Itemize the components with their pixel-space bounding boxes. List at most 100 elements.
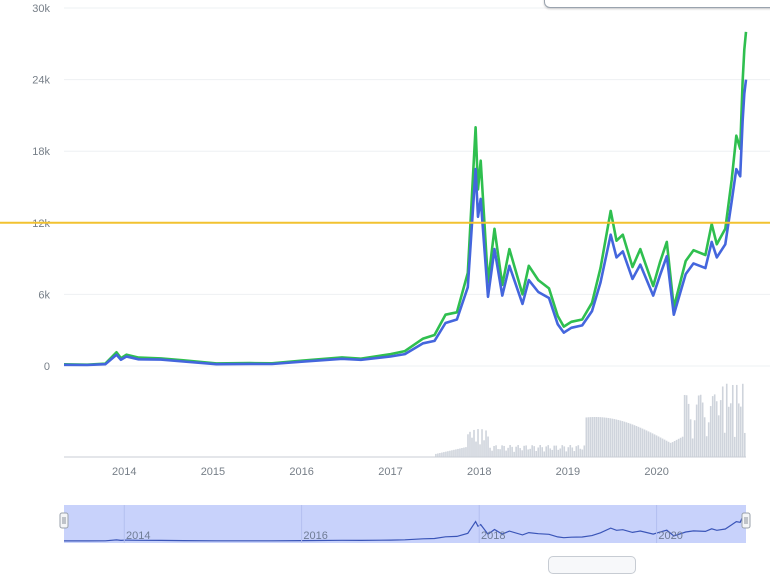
volume-bar <box>679 437 682 457</box>
volume-bar <box>619 420 622 457</box>
volume-bar <box>675 439 678 457</box>
volume-bar <box>581 449 584 457</box>
volume-bar <box>447 451 449 457</box>
volume-bar <box>685 395 688 457</box>
volume-bar <box>439 453 441 457</box>
volume-bar <box>533 446 535 457</box>
volume-bar <box>701 402 704 457</box>
volume-bar <box>531 445 533 457</box>
volume-bar <box>677 438 680 457</box>
volume-bar <box>703 417 706 457</box>
volume-bar <box>553 445 556 457</box>
export-button[interactable] <box>548 556 636 574</box>
volume-bar <box>689 419 692 457</box>
navigator-selection[interactable] <box>64 505 746 543</box>
volume-bar <box>501 445 503 457</box>
volume-bar <box>729 403 732 457</box>
volume-bar <box>711 396 714 457</box>
volume-bars <box>435 383 746 457</box>
volume-bar <box>455 449 457 457</box>
volume-bar <box>569 445 572 457</box>
volume-bar <box>687 403 690 457</box>
volume-bar <box>697 395 700 457</box>
volume-bar <box>655 435 658 457</box>
handle-grip <box>59 512 69 529</box>
volume-bar <box>643 429 646 457</box>
range-selector-box[interactable] <box>544 0 770 8</box>
volume-bar <box>721 386 724 457</box>
range-navigator[interactable]: 2014 2016 2018 2020 <box>59 505 751 543</box>
volume-bar <box>461 448 463 457</box>
navigator-tick-label: 2018 <box>481 530 505 542</box>
volume-bar <box>435 453 437 457</box>
volume-bar <box>709 406 712 457</box>
navigator-tick-label: 2014 <box>126 530 150 542</box>
volume-bar <box>715 401 718 457</box>
volume-bar <box>681 436 684 457</box>
volume-bar <box>549 448 552 457</box>
volume-bar <box>551 449 554 457</box>
navigator-labels: 2014 2016 2018 2020 <box>123 505 683 543</box>
volume-bar <box>621 421 624 457</box>
volume-bar <box>547 445 550 457</box>
volume-bar <box>671 442 674 457</box>
volume-bar <box>657 436 660 457</box>
volume-bar <box>557 449 560 457</box>
volume-bar <box>545 446 548 457</box>
volume-bar <box>535 450 537 457</box>
volume-bar <box>647 431 650 457</box>
volume-bar <box>519 448 521 457</box>
volume-bar <box>473 429 475 457</box>
volume-bar <box>615 419 618 457</box>
volume-bar <box>563 446 566 457</box>
volume-bar <box>587 417 590 457</box>
volume-bar <box>471 437 473 457</box>
volume-bar <box>605 417 608 457</box>
volume-bar <box>733 436 736 457</box>
volume-bar <box>481 429 483 457</box>
volume-bar <box>451 450 453 457</box>
x-axis-labels: 2014 2015 2016 2017 2018 2019 2020 <box>112 466 669 478</box>
volume-bar <box>483 440 485 457</box>
volume-bar <box>573 451 576 457</box>
volume-bar <box>485 430 487 457</box>
volume-bar <box>441 452 443 457</box>
volume-bar <box>487 436 489 457</box>
volume-bar <box>511 446 513 457</box>
x-tick-label: 2019 <box>556 466 580 478</box>
volume-bar <box>521 450 523 457</box>
volume-bar <box>617 419 620 457</box>
volume-bar <box>603 417 606 457</box>
volume-bar <box>599 417 602 457</box>
volume-bar <box>719 400 722 457</box>
volume-bar <box>559 448 562 457</box>
volume-bar <box>631 424 634 457</box>
volume-bar <box>651 433 654 457</box>
volume-bar <box>555 445 558 457</box>
volume-bar <box>717 415 720 457</box>
volume-bar <box>731 384 734 457</box>
volume-bar <box>595 417 598 457</box>
volume-bar <box>463 447 465 457</box>
volume-bar <box>561 445 564 457</box>
volume-bar <box>585 417 588 457</box>
x-tick-label: 2016 <box>289 466 313 478</box>
volume-bar <box>739 406 742 457</box>
navigator-left-handle[interactable] <box>59 512 69 529</box>
volume-bar <box>741 383 744 457</box>
y-axis-labels: 06k12k18k24k30k <box>32 3 50 373</box>
volume-bar <box>493 445 495 457</box>
volume-bar <box>623 421 626 457</box>
volume-bar <box>639 427 642 457</box>
volume-bar <box>541 447 543 457</box>
volume-bar <box>609 418 612 457</box>
navigator-right-handle[interactable] <box>741 512 751 529</box>
volume-bar <box>627 422 630 457</box>
volume-bar <box>503 445 505 457</box>
volume-bar <box>683 394 686 457</box>
volume-bar <box>457 448 459 457</box>
volume-bar <box>567 447 570 457</box>
volume-bar <box>601 417 604 457</box>
price-series <box>63 31 748 367</box>
